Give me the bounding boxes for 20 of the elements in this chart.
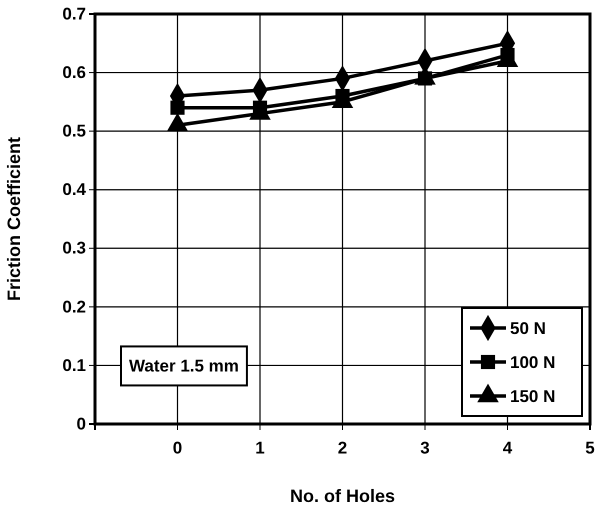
legend-label: 150 N xyxy=(510,387,556,406)
x-tick-label: 2 xyxy=(338,438,348,458)
legend-label: 50 N xyxy=(510,319,546,338)
x-tick-label: 1 xyxy=(255,438,265,458)
annotation: Water 1.5 mm xyxy=(129,356,239,376)
y-tick-label: 0.2 xyxy=(62,297,86,316)
legend-label: 100 N xyxy=(510,353,556,372)
y-tick-label: 0.7 xyxy=(62,4,86,24)
x-tick-label: 0 xyxy=(172,438,182,458)
y-tick-label: 0.4 xyxy=(62,180,87,200)
y-axis-title: Friction Coefficient xyxy=(4,136,24,302)
x-tick-label: 5 xyxy=(585,438,595,458)
y-tick-label: 0.1 xyxy=(62,356,86,375)
y-tick-label: 0.5 xyxy=(62,122,86,141)
y-tick-label: 0.3 xyxy=(62,238,86,258)
y-tick-label: 0.6 xyxy=(62,63,86,82)
x-tick-label: 4 xyxy=(502,438,513,458)
y-tick-label: 0 xyxy=(76,414,86,434)
x-tick-label: 3 xyxy=(420,438,430,458)
x-axis-title: No. of Holes xyxy=(290,486,396,506)
